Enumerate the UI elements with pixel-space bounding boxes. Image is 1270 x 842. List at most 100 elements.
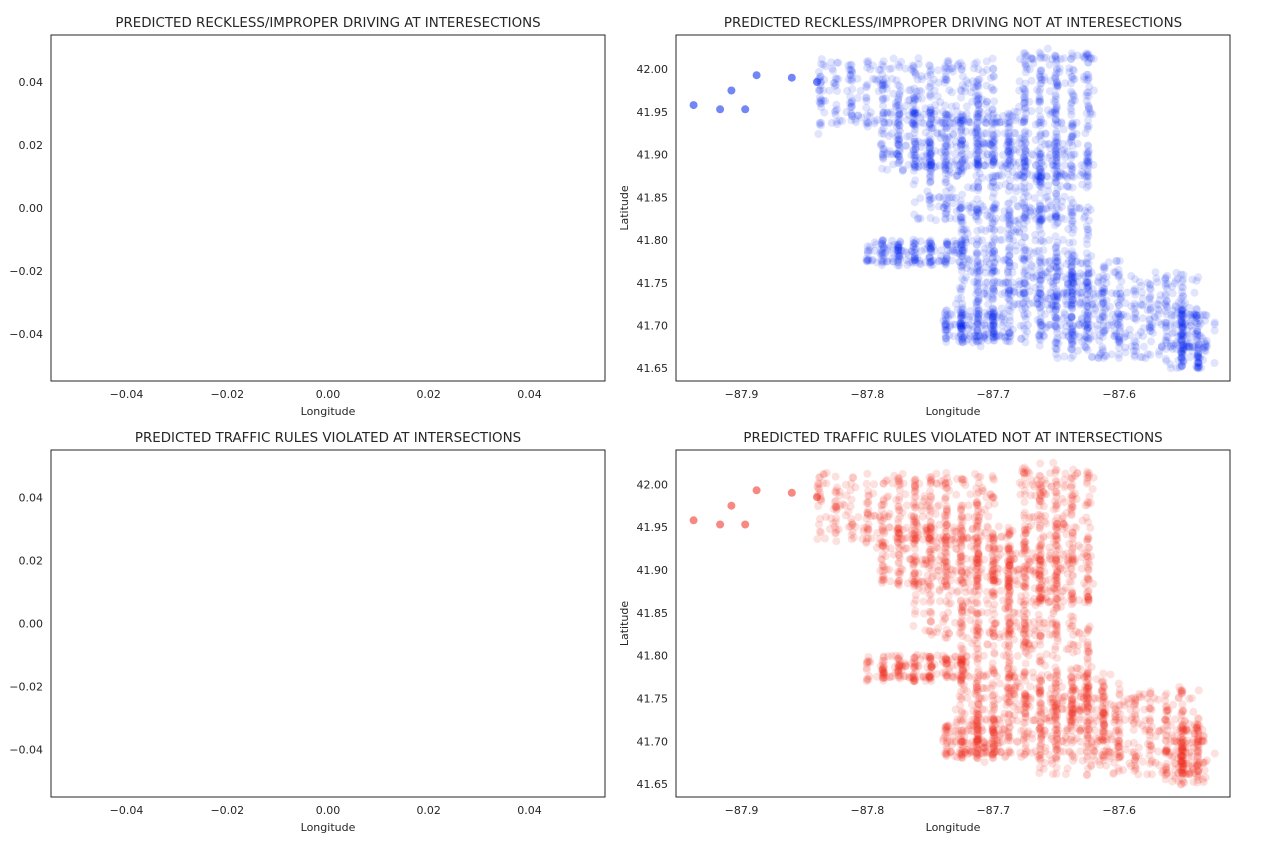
scatter-point bbox=[940, 320, 949, 329]
scatter-point bbox=[848, 520, 857, 529]
scatter-point bbox=[1037, 174, 1045, 183]
scatter-point bbox=[1048, 620, 1057, 628]
scatter-point bbox=[1051, 244, 1060, 253]
scatter-point bbox=[1051, 210, 1060, 219]
scatter-point bbox=[1068, 247, 1076, 256]
scatter-point bbox=[1012, 171, 1021, 180]
scatter-point bbox=[992, 117, 1001, 126]
scatter-point bbox=[1037, 66, 1046, 74]
scatter-point bbox=[942, 135, 951, 144]
scatter-point bbox=[974, 90, 983, 99]
scatter-point bbox=[907, 151, 916, 160]
scatter-point bbox=[1037, 217, 1045, 226]
scatter-point bbox=[1048, 300, 1057, 309]
scatter-point bbox=[1068, 300, 1077, 309]
scatter-point bbox=[914, 163, 923, 172]
scatter-point bbox=[1009, 145, 1018, 154]
scatter-point bbox=[1049, 262, 1058, 271]
scatter-point bbox=[889, 257, 898, 266]
scatter-point bbox=[988, 312, 997, 321]
scatter-point bbox=[976, 108, 985, 117]
scatter-point bbox=[926, 258, 935, 266]
scatter-point bbox=[927, 115, 936, 124]
scatter-point bbox=[863, 499, 872, 508]
scatter-point bbox=[963, 634, 972, 642]
scatter-point bbox=[827, 58, 836, 67]
scatter-point bbox=[935, 585, 944, 594]
scatter-point bbox=[879, 114, 888, 123]
scatter-point bbox=[1084, 172, 1093, 181]
scatter-point bbox=[941, 157, 950, 166]
scatter-point bbox=[939, 559, 948, 568]
scatter-point bbox=[940, 548, 949, 556]
scatter-point bbox=[1163, 271, 1172, 280]
x-tick-label: −0.02 bbox=[210, 804, 244, 817]
scatter-point bbox=[1067, 287, 1076, 296]
scatter-point bbox=[963, 694, 972, 702]
scatter-point bbox=[1168, 306, 1177, 315]
scatter-point bbox=[926, 70, 935, 79]
scatter-point bbox=[1035, 92, 1044, 101]
scatter-point bbox=[1016, 334, 1025, 343]
scatter-point bbox=[1021, 161, 1030, 169]
scatter-point bbox=[905, 95, 914, 104]
scatter-point bbox=[1210, 326, 1219, 335]
scatter-point bbox=[1021, 206, 1030, 215]
scatter-point bbox=[914, 162, 923, 171]
scatter-point bbox=[1051, 107, 1060, 115]
scatter-point bbox=[988, 605, 997, 614]
scatter-point bbox=[885, 118, 894, 127]
scatter-point bbox=[1069, 321, 1077, 330]
scatter-point bbox=[1029, 59, 1038, 68]
scatter-point bbox=[1083, 225, 1092, 234]
scatter-point bbox=[990, 204, 999, 213]
scatter-point bbox=[1052, 263, 1061, 272]
scatter-point bbox=[1067, 254, 1076, 263]
scatter-point bbox=[1099, 354, 1108, 362]
scatter-point bbox=[925, 242, 934, 251]
scatter-point bbox=[1008, 302, 1017, 311]
scatter-point bbox=[974, 556, 982, 565]
scatter-point bbox=[985, 224, 994, 233]
scatter-point bbox=[1036, 177, 1044, 186]
scatter-point bbox=[1130, 304, 1139, 313]
scatter-point bbox=[901, 141, 910, 150]
scatter-point bbox=[1060, 171, 1069, 180]
scatter-point bbox=[1017, 182, 1026, 191]
scatter-point bbox=[1161, 273, 1170, 282]
scatter-point bbox=[1051, 594, 1060, 603]
scatter-point bbox=[1020, 166, 1029, 175]
scatter-point bbox=[974, 273, 983, 282]
scatter-point bbox=[1041, 324, 1050, 333]
scatter-point bbox=[847, 479, 856, 488]
scatter-point bbox=[1084, 148, 1093, 157]
scatter-point bbox=[941, 119, 950, 128]
scatter-point bbox=[972, 542, 981, 551]
scatter-point bbox=[870, 119, 879, 128]
scatter-point bbox=[1035, 98, 1044, 107]
scatter-point bbox=[927, 106, 935, 114]
scatter-point bbox=[925, 196, 934, 205]
scatter-point bbox=[1004, 138, 1013, 146]
scatter-point bbox=[942, 569, 951, 577]
scatter-point bbox=[1036, 188, 1045, 197]
scatter-point bbox=[992, 200, 1001, 208]
scatter-point bbox=[1036, 572, 1045, 581]
scatter-point bbox=[1036, 73, 1045, 81]
scatter-point bbox=[1040, 310, 1049, 319]
scatter-point bbox=[1076, 171, 1085, 180]
scatter-point bbox=[988, 325, 997, 334]
scatter-point bbox=[956, 204, 965, 213]
scatter-point bbox=[1161, 354, 1170, 363]
scatter-point bbox=[926, 172, 935, 181]
scatter-point bbox=[1067, 312, 1076, 321]
scatter-point bbox=[1188, 326, 1197, 335]
scatter-point bbox=[940, 322, 949, 330]
scatter-point bbox=[815, 527, 824, 536]
scatter-point bbox=[1005, 621, 1014, 630]
scatter-point bbox=[1067, 612, 1075, 621]
scatter-point bbox=[1056, 182, 1065, 191]
scatter-point bbox=[1152, 274, 1161, 283]
scatter-point bbox=[1172, 268, 1181, 277]
scatter-point bbox=[958, 338, 967, 347]
